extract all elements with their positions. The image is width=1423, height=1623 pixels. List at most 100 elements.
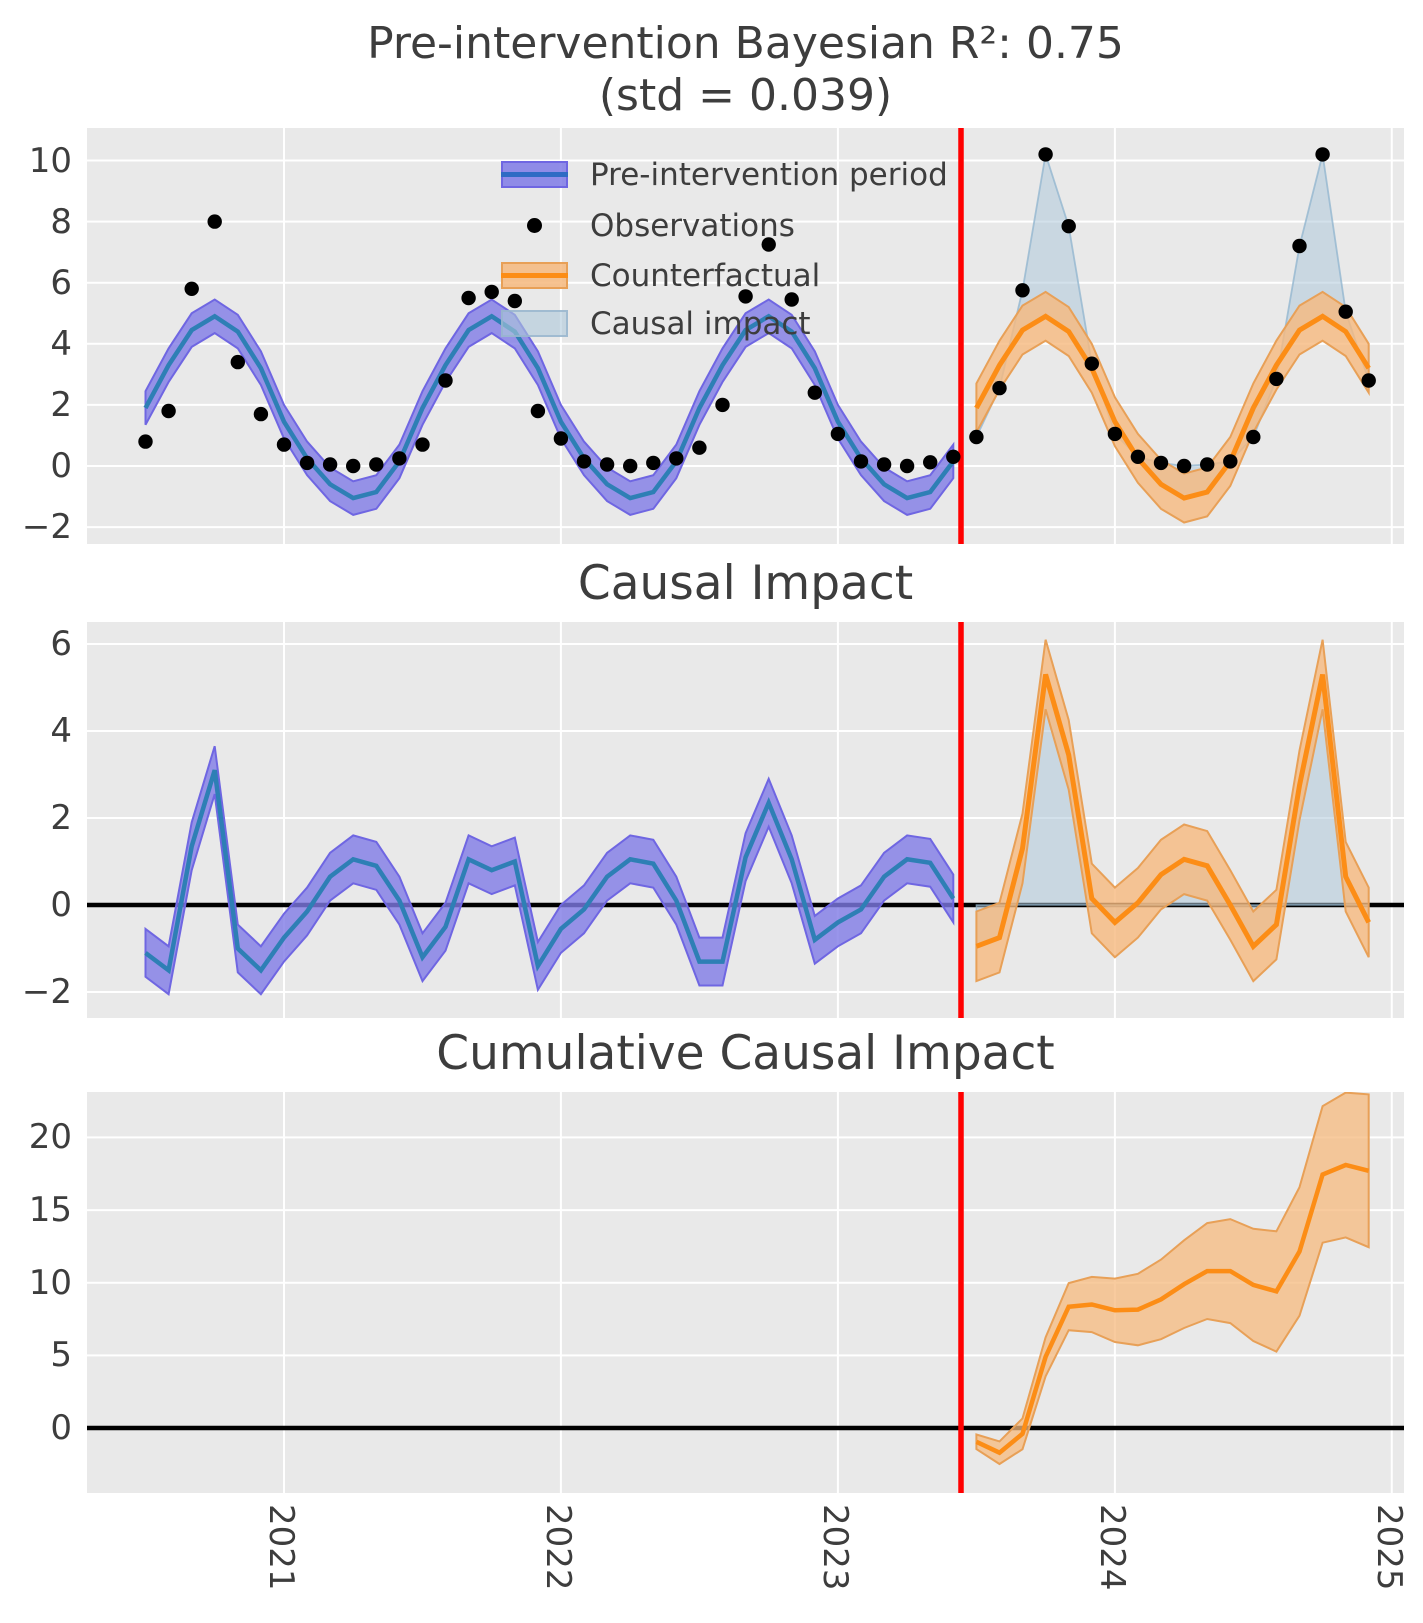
impact-post-line	[975, 673, 1371, 951]
observation-point	[1200, 457, 1215, 472]
observation-point	[715, 397, 730, 413]
y-tick-label: 5	[50, 1335, 72, 1375]
observation-point	[1107, 426, 1123, 442]
pre-intervention-band-icon	[501, 161, 568, 188]
observation-point	[646, 455, 661, 471]
observation-point	[1315, 147, 1330, 162]
observation-point	[761, 237, 776, 252]
pre-intervention-band	[144, 298, 955, 516]
observation-point	[899, 458, 915, 474]
observation-point	[530, 403, 546, 419]
y-tick-label: 6	[50, 263, 72, 303]
observation-point	[553, 431, 569, 446]
observation-point	[1361, 373, 1376, 388]
observation-point	[438, 373, 453, 388]
plot-background	[87, 622, 1404, 1018]
cumulative-band	[975, 1092, 1370, 1466]
observation-point	[1338, 304, 1353, 319]
observation-point	[1292, 238, 1307, 254]
observation-point	[415, 437, 430, 452]
x-tick-label: 2023	[815, 1504, 855, 1591]
observation-point	[692, 440, 707, 455]
observation-point	[461, 290, 476, 306]
observation-point	[230, 354, 245, 370]
observation-point	[322, 457, 338, 472]
observation-point	[1084, 356, 1099, 371]
observation-point	[992, 380, 1007, 396]
observation-point	[392, 451, 407, 466]
x-tick-label: 2025	[1369, 1504, 1409, 1591]
observation-point	[369, 457, 384, 472]
observation-point	[946, 449, 961, 464]
figure-title-line1: Pre-intervention Bayesian R²: 0.75	[367, 18, 1124, 69]
observation-point	[1246, 429, 1261, 445]
observation-point	[1130, 449, 1146, 464]
y-tick-label: 20	[28, 1117, 72, 1157]
observation-point	[484, 284, 499, 300]
figure-title: Pre-intervention Bayesian R²: 0.75 (std …	[87, 18, 1404, 122]
y-tick-label: 10	[28, 141, 72, 181]
observation-point	[1153, 455, 1169, 471]
x-tick-label: 2024	[1092, 1504, 1132, 1591]
y-tick-label: 2	[50, 385, 72, 425]
observation-point	[346, 458, 361, 474]
impact-pre-line	[144, 769, 956, 975]
observation-point	[807, 385, 822, 400]
observations-dot-icon	[501, 212, 568, 239]
legend-label: Observations	[590, 208, 795, 244]
impact-post-band	[975, 639, 1370, 983]
observation-point	[161, 403, 176, 419]
observation-point	[853, 454, 869, 469]
y-tick-label: 6	[50, 624, 72, 664]
y-tick-label: 2	[50, 798, 72, 838]
legend-label: Pre-intervention period	[590, 157, 948, 193]
observation-point	[876, 457, 892, 472]
observation-point	[969, 429, 984, 445]
observation-point	[253, 406, 269, 422]
observation-point	[738, 289, 753, 304]
observation-point	[830, 426, 846, 442]
y-tick-label: 0	[50, 1408, 72, 1448]
observation-point	[299, 455, 315, 471]
observation-point	[507, 293, 522, 309]
model-fit-plot	[87, 128, 1404, 544]
observation-point	[138, 434, 153, 449]
observation-point	[1176, 458, 1192, 474]
y-tick-label: 10	[28, 1263, 72, 1303]
observation-point	[599, 457, 615, 472]
observation-point	[184, 281, 199, 296]
y-tick-label: 4	[50, 324, 72, 364]
figure-title-line2: (std = 0.039)	[598, 70, 893, 121]
y-tick-label: −2	[21, 507, 72, 547]
legend-label: Counterfactual	[590, 258, 821, 294]
observation-point	[1223, 454, 1238, 469]
observation-point	[623, 458, 638, 474]
x-tick-label: 2021	[261, 1504, 301, 1591]
cumulative-impact-plot	[87, 1092, 1404, 1493]
observation-point	[784, 292, 799, 307]
observation-point	[207, 214, 222, 229]
legend-label: Causal impact	[590, 306, 811, 342]
counterfactual-band-icon	[501, 262, 568, 289]
observation-point	[1038, 147, 1053, 162]
counterfactual-mean-line	[974, 313, 1371, 501]
causal-impact-patch-icon	[501, 310, 568, 337]
y-tick-label: 0	[50, 446, 72, 486]
observation-point	[1269, 371, 1284, 387]
y-tick-label: 15	[28, 1190, 72, 1230]
observation-point	[576, 454, 592, 469]
observation-point	[1015, 283, 1030, 298]
cumulative-mean-line	[975, 1162, 1370, 1456]
y-tick-label: 0	[50, 885, 72, 925]
cumulative-panel-title: Cumulative Causal Impact	[436, 1026, 1055, 1081]
observation-point	[923, 455, 938, 470]
y-tick-label: 4	[50, 711, 72, 751]
causal-impact-plot	[87, 622, 1404, 1018]
observation-point	[1061, 219, 1076, 234]
impact-panel-title: Causal Impact	[577, 556, 914, 611]
x-tick-label: 2022	[538, 1504, 578, 1591]
y-tick-label: 8	[50, 202, 72, 242]
pre-intervention-mean-line	[143, 313, 956, 501]
observation-point	[669, 451, 684, 466]
